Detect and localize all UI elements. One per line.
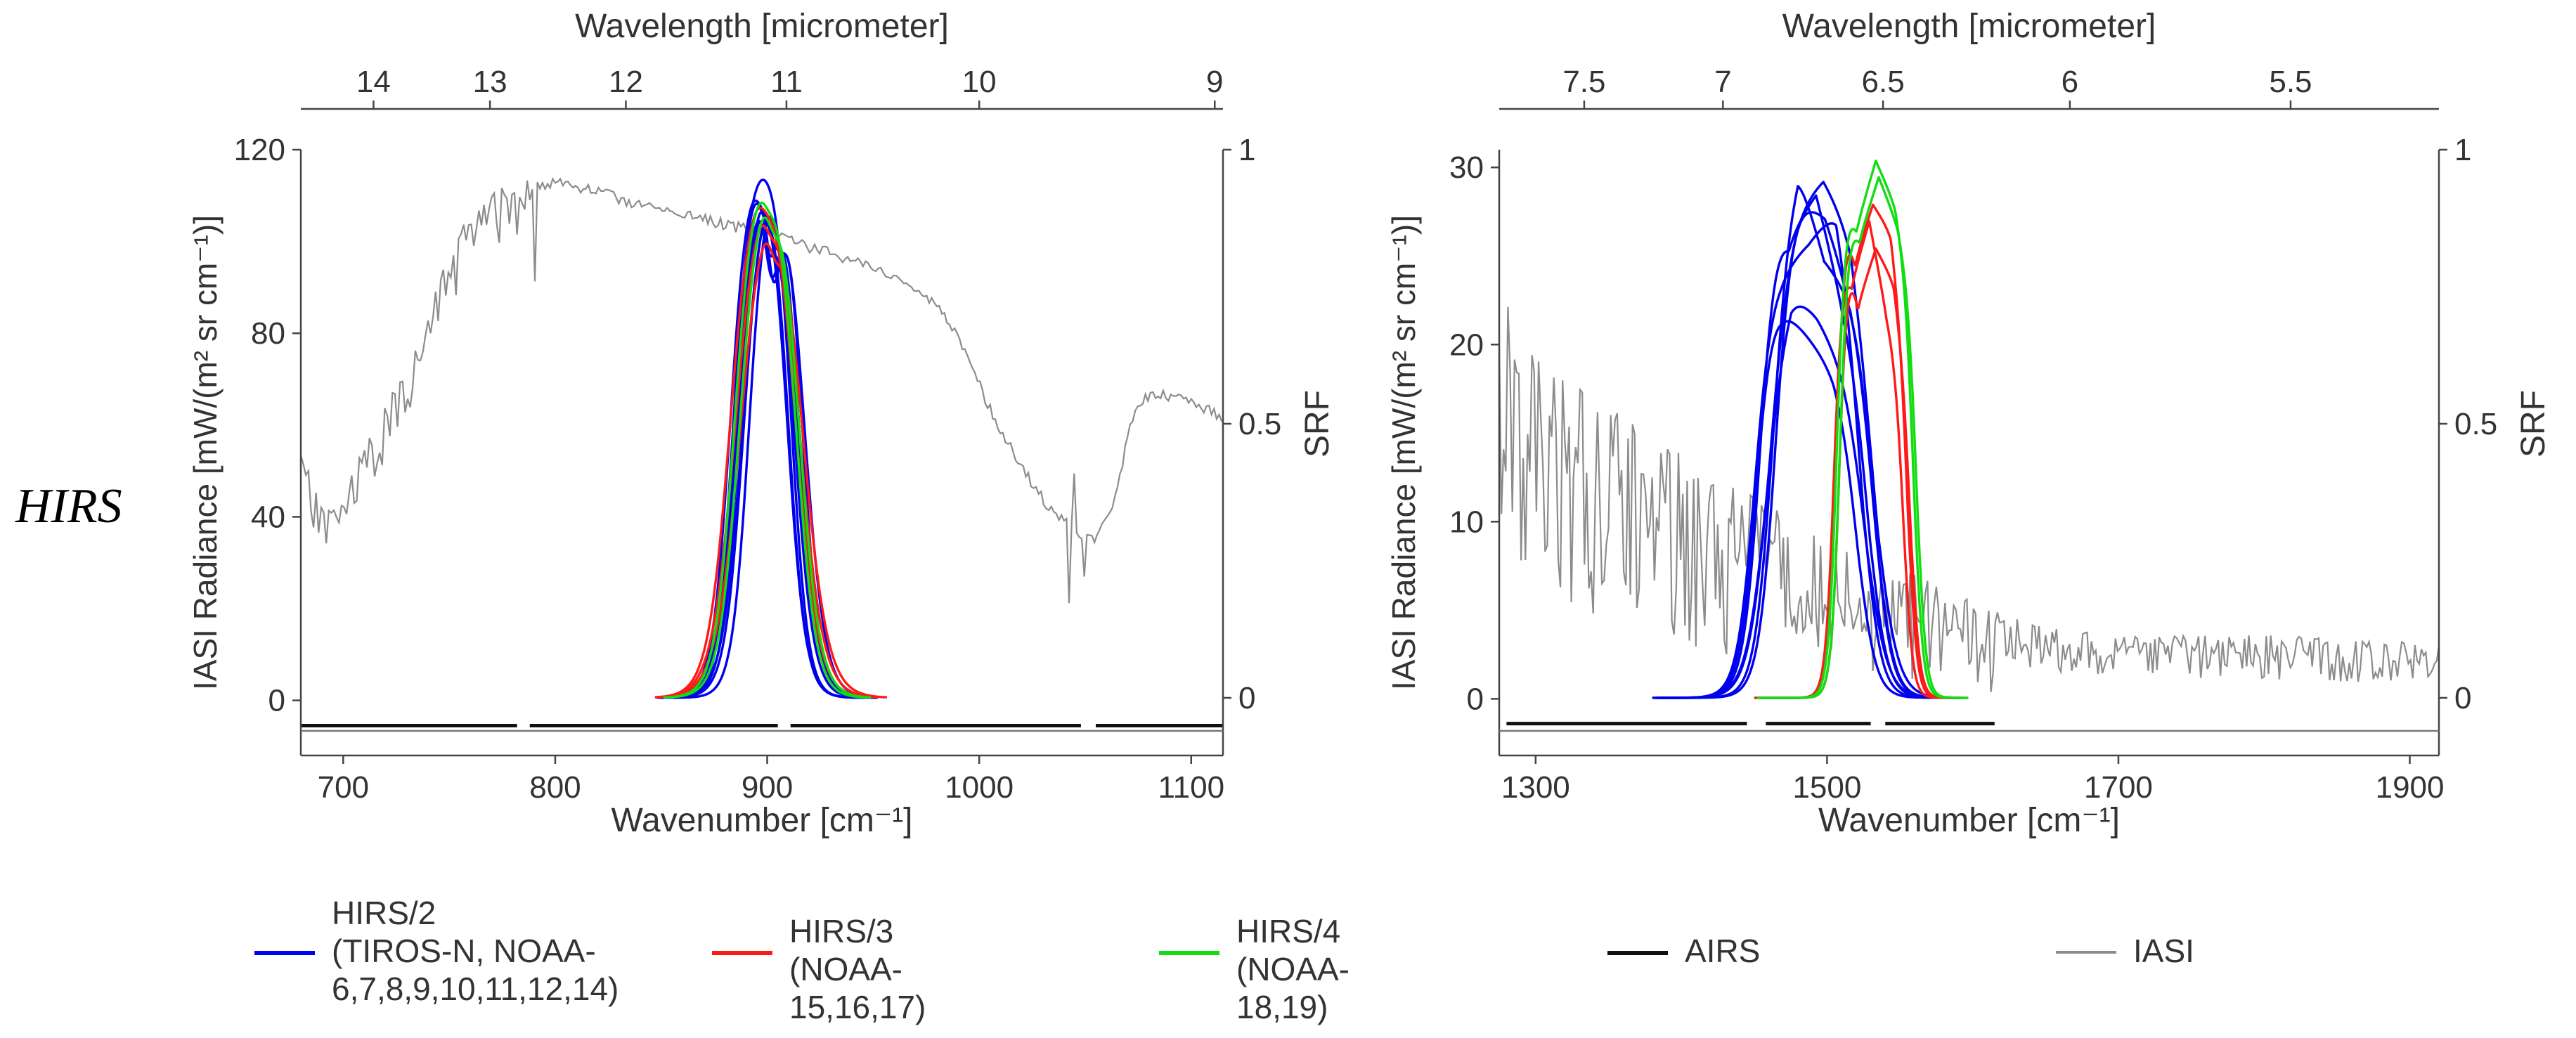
right-ytick-label-2: 20	[1449, 327, 1484, 362]
legend-swatch-hirs2	[254, 951, 315, 955]
right-srf-HIRS2-5	[1669, 185, 1950, 699]
left-srf-HIRS2-2	[659, 202, 863, 699]
left-toptick-label-5: 9	[1206, 65, 1223, 99]
left-xlabel: Wavenumber [cm⁻¹]	[611, 802, 913, 839]
panel-left-chart: 700 800 900 1000 1100 14 13 12 11 10 9 0 40 80 120 0 0.5…	[187, 8, 1336, 839]
right-iasi-spectrum	[1499, 306, 2439, 692]
legend-label-hirs3: HIRS/3 (NOAA-15,16,17)	[789, 913, 926, 1025]
legend-swatch-hirs4	[1159, 951, 1219, 955]
left-xtick-label-3: 1000	[945, 770, 1014, 805]
left-y2tick-label-0: 0	[1238, 681, 1255, 715]
left-ylabel: IASI Radiance [mW/(m² sr cm⁻¹)]	[187, 215, 224, 690]
left-xtick-label-0: 700	[318, 770, 369, 805]
left-srf-HIRS4-1	[667, 216, 872, 699]
right-srf-HIRS4-1	[1759, 176, 1969, 699]
right-y2tick-label-0: 0	[2454, 681, 2471, 715]
left-toptick-label-4: 10	[962, 65, 997, 99]
left-xtick-label-2: 900	[742, 770, 793, 805]
left-xtick-label-4: 1100	[1158, 770, 1224, 805]
left-y2label: SRF	[1299, 390, 1336, 458]
legend: HIRS/2 (TIROS-N, NOAA- 6,7,8,9,10,11,12,…	[0, 878, 2576, 1033]
left-toptick-label-2: 12	[609, 65, 643, 99]
left-ytick-label-2: 80	[251, 316, 285, 351]
left-srf-HIRS4-0	[663, 201, 867, 699]
right-ytick-label-3: 30	[1449, 150, 1484, 185]
right-ylabel: IASI Radiance [mW/(m² sr cm⁻¹)]	[1385, 215, 1422, 690]
right-xtick-label-0: 1300	[1501, 770, 1570, 805]
right-toptick-label-3: 6	[2062, 65, 2078, 99]
right-srf-HIRS2-0	[1659, 194, 1944, 699]
right-toptick-label-1: 7	[1714, 65, 1731, 99]
left-srf-HIRS2-3	[671, 219, 876, 699]
right-top-xlabel: Wavelength [micrometer]	[1782, 8, 2156, 45]
left-y2tick-label-2: 1	[1238, 133, 1255, 167]
right-srf-HIRS2-6	[1655, 320, 1933, 699]
left-ytick-label-1: 40	[251, 500, 285, 534]
right-y2tick-label-1: 0.5	[2454, 407, 2497, 441]
right-y2tick-label-2: 1	[2454, 133, 2471, 167]
left-srf-HIRS2-0	[663, 219, 867, 699]
right-toptick-label-0: 7.5	[1562, 65, 1605, 99]
left-ytick-label-3: 120	[234, 133, 285, 167]
legend-swatch-hirs3	[712, 951, 772, 955]
left-y2tick-label-1: 0.5	[1238, 407, 1281, 441]
left-srf-HIRS2-8	[673, 215, 878, 699]
legend-label-hirs4: HIRS/4 (NOAA-18,19)	[1236, 913, 1350, 1025]
right-xtick-label-2: 1700	[2084, 770, 2153, 805]
right-y2label: SRF	[2515, 390, 2552, 458]
left-xtick-label-1: 800	[529, 770, 581, 805]
left-toptick-label-3: 11	[770, 65, 803, 99]
left-srf-HIRS2-6	[665, 221, 869, 699]
left-toptick-label-0: 14	[356, 65, 391, 99]
left-srf-HIRS3-1	[656, 242, 888, 699]
left-iasi-spectrum	[301, 176, 1223, 604]
left-srf-HIRS2-1	[667, 211, 872, 699]
legend-label-hirs2: HIRS/2 (TIROS-N, NOAA- 6,7,8,9,10,11,12,…	[332, 895, 619, 1007]
right-ytick-label-0: 0	[1467, 682, 1484, 716]
legend-swatch-iasi	[2056, 951, 2116, 954]
left-srf-HIRS2-5	[669, 220, 874, 699]
side-label: HIRS	[15, 479, 122, 533]
right-xlabel: Wavenumber [cm⁻¹]	[1818, 802, 2120, 839]
right-xtick-label-3: 1900	[2376, 770, 2445, 805]
right-toptick-label-2: 6.5	[1862, 65, 1905, 99]
left-srf-HIRS3-2	[654, 207, 872, 699]
left-top-xlabel: Wavelength [micrometer]	[575, 8, 949, 45]
legend-swatch-airs	[1607, 951, 1668, 955]
right-xtick-label-1: 1500	[1792, 770, 1861, 805]
panel-right-chart: 1300 1500 1700 1900 7.5 7 6.5 6 5.5 0 10 20 30 0 0.5 1 W…	[1385, 8, 2552, 839]
legend-label-airs: AIRS	[1685, 933, 1761, 969]
left-toptick-label-1: 13	[473, 65, 507, 99]
left-srf-HIRS2-4	[661, 179, 865, 699]
right-srf-HIRS2-4	[1656, 305, 1949, 699]
left-srf-HIRS3-0	[656, 224, 879, 699]
right-ytick-label-1: 10	[1449, 505, 1484, 539]
right-toptick-label-4: 5.5	[2269, 65, 2312, 99]
legend-label-iasi: IASI	[2133, 933, 2194, 969]
left-ytick-label-0: 0	[268, 684, 285, 718]
